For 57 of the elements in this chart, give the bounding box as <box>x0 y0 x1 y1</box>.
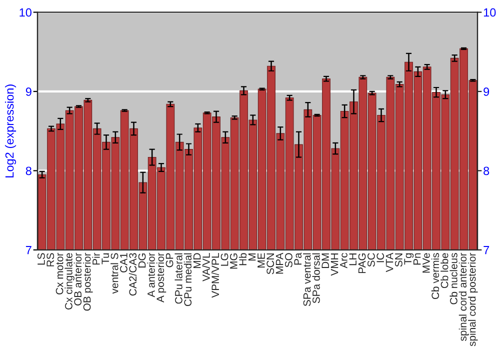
x-tick-label: Cb vermis <box>431 253 440 300</box>
y2-tick-label: 10 <box>484 8 496 17</box>
x-tick-label: Cb lobe <box>440 253 448 288</box>
x-tick-label: Tg <box>404 253 414 265</box>
x-tick-label: ME <box>258 253 265 268</box>
y-axis-title: Log2 (expression) <box>5 84 16 178</box>
x-tick-label: A anterior <box>147 252 155 298</box>
x-tick-label: RS <box>46 253 54 266</box>
x-tick-label: MPA <box>276 252 284 274</box>
x-tick-label: A posterior <box>156 252 166 302</box>
x-tick-label: Tu <box>102 253 110 264</box>
x-tick-label: Pa <box>294 252 302 265</box>
x-tick-label: SC <box>368 253 375 267</box>
x-tick-label: spinal cord posterior <box>468 252 478 346</box>
x-tick-label: GP <box>166 253 174 268</box>
x-tick-label: SPa ventral <box>303 253 311 306</box>
x-tick-label: MG <box>230 253 238 269</box>
x-tick-label: OB posterior <box>83 252 93 311</box>
y2-tick-label: 7 <box>484 246 490 254</box>
x-tick-label: MVe <box>422 253 430 273</box>
x-tick-label: OB anterior <box>74 252 82 306</box>
x-tick-label: IC <box>376 253 384 262</box>
x-tick-label: CA2/CA3 <box>128 253 137 296</box>
x-tick-label: SO <box>285 253 292 268</box>
x-tick-label: Hb <box>238 253 247 266</box>
x-tick-label: DM <box>322 254 329 268</box>
x-tick-label: VMH <box>330 254 338 276</box>
x-tick-label: MD <box>193 253 201 268</box>
x-tick-label: VTA <box>386 252 394 272</box>
x-tick-label: Arc <box>340 252 348 268</box>
x-tick-label: spinal cord anterior <box>458 252 469 341</box>
y2-tick-label: 9 <box>484 88 490 96</box>
x-tick-label: CA1 <box>120 253 128 272</box>
x-tick-label: VPM/VPL <box>211 253 220 298</box>
x-tick-label: Cx cingulate <box>64 253 74 310</box>
y2-tick-label: 8 <box>484 166 490 176</box>
x-tick-label: Cx motor <box>56 252 64 294</box>
x-tick-label: PAG <box>358 253 366 274</box>
x-tick-label: SCN <box>266 254 274 274</box>
x-tick-label: Cb nucleus <box>450 253 458 304</box>
x-tick-label: CPu lateral <box>174 253 182 304</box>
x-tick-label: Pn <box>413 253 421 265</box>
x-tick-label: LS <box>38 253 45 265</box>
x-tick-label: Pir <box>92 252 100 265</box>
y-tick-label: 10 <box>20 8 32 17</box>
x-tick-label: SPa dorsal <box>312 253 320 304</box>
x-tick-label: CPu medial <box>184 253 192 306</box>
x-tick-label: SN <box>395 254 402 267</box>
y-tick-label: 7 <box>26 246 32 254</box>
x-tick-label: DG <box>138 253 146 268</box>
x-tick-label: ventral S <box>110 253 118 294</box>
x-tick-label: VA/VL <box>202 253 210 282</box>
x-tick-label: M <box>248 254 256 260</box>
y-tick-label: 8 <box>26 166 32 176</box>
y-tick-label: 9 <box>26 88 32 96</box>
x-tick-label: LH <box>349 254 356 266</box>
x-tick-label: LG <box>220 253 228 266</box>
